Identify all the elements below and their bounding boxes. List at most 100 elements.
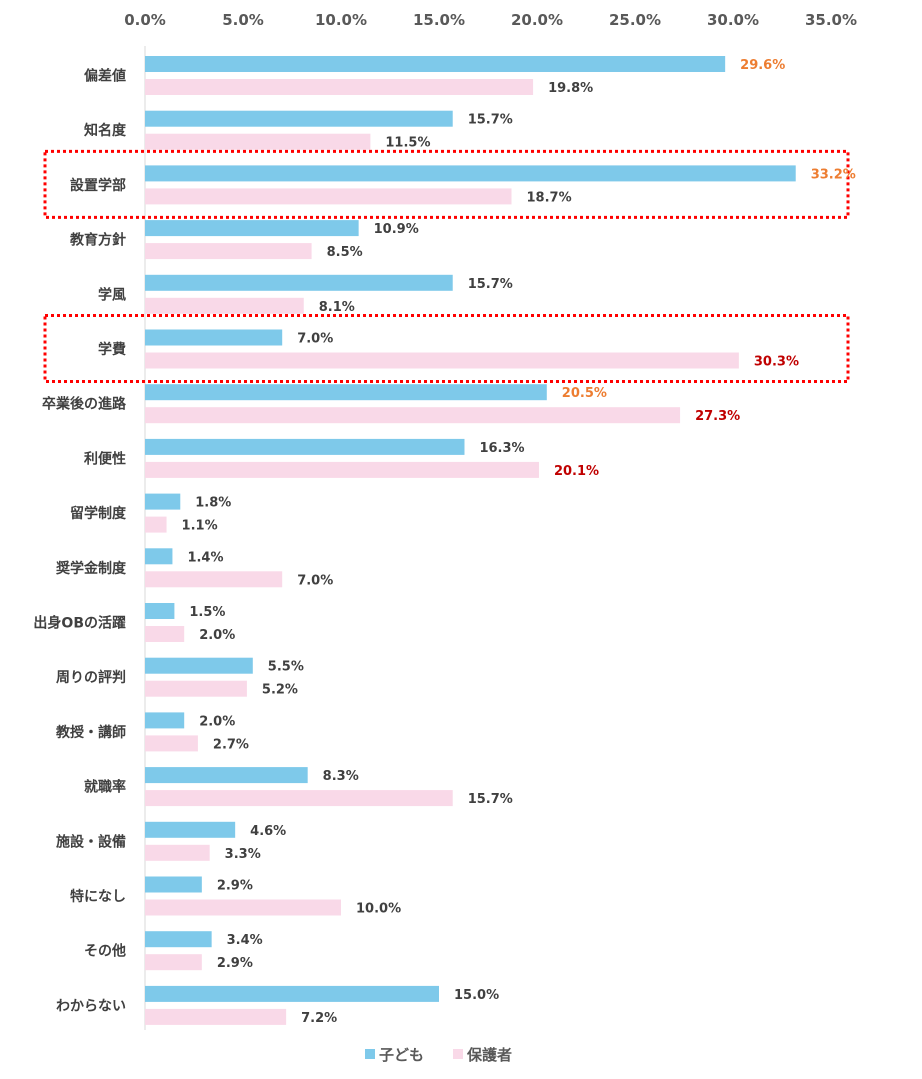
category-label: その他 — [84, 943, 126, 960]
bar — [145, 493, 181, 510]
x-tick-label: 20.0% — [511, 11, 563, 29]
data-label: 2.0% — [199, 714, 235, 729]
bar — [145, 626, 185, 642]
category-label: 出身OBの活躍 — [33, 615, 126, 632]
data-label: 2.9% — [217, 956, 253, 971]
data-label: 15.7% — [468, 113, 513, 128]
category-label: 卒業後の進路 — [42, 396, 127, 413]
category-label: 学風 — [98, 286, 126, 303]
data-label: 15.7% — [468, 277, 513, 292]
bar — [145, 1008, 287, 1025]
data-label: 27.3% — [695, 409, 740, 424]
x-tick-label: 10.0% — [315, 11, 367, 29]
category-label: 知名度 — [84, 122, 127, 139]
bar — [145, 165, 796, 182]
data-label: 16.3% — [479, 441, 524, 456]
bar — [145, 79, 534, 95]
legend-swatch — [365, 1049, 375, 1059]
bar — [145, 603, 175, 619]
data-label: 7.0% — [297, 332, 333, 347]
category-label: 設置学部 — [70, 177, 126, 194]
category-label: 教育方針 — [70, 232, 126, 249]
data-label: 2.7% — [213, 737, 249, 752]
data-label: 33.2% — [811, 167, 856, 182]
category-label: 奨学金制度 — [56, 560, 127, 577]
bar — [145, 56, 726, 72]
legend-swatch — [453, 1049, 463, 1059]
bar — [145, 899, 341, 916]
data-label: 29.6% — [740, 58, 785, 73]
data-label: 18.7% — [527, 190, 572, 205]
highlight-box — [43, 314, 850, 383]
data-label: 8.3% — [323, 769, 359, 784]
category-label: 偏差値 — [84, 68, 126, 85]
data-label: 3.3% — [225, 847, 261, 862]
bar — [145, 985, 439, 1002]
data-label: 3.4% — [227, 933, 263, 948]
bar — [145, 133, 371, 150]
bar — [145, 297, 304, 314]
bar — [145, 110, 453, 127]
data-label: 15.0% — [454, 988, 499, 1003]
category-label: 学費 — [98, 341, 126, 358]
data-label: 8.1% — [319, 300, 355, 315]
data-label: 8.5% — [327, 245, 363, 260]
bar — [145, 438, 465, 455]
category-label: 特になし — [70, 888, 126, 905]
data-label: 1.8% — [195, 496, 231, 511]
category-label: 利便性 — [84, 450, 126, 467]
category-label: 就職率 — [84, 779, 126, 796]
x-tick-label: 35.0% — [805, 11, 857, 29]
bar — [145, 767, 308, 784]
bar — [145, 790, 453, 807]
data-label: 5.2% — [262, 683, 298, 698]
highlight-box — [43, 149, 850, 219]
bar — [145, 571, 283, 588]
bar — [145, 735, 198, 752]
bar — [145, 461, 539, 478]
category-label: 周りの評判 — [56, 669, 126, 686]
data-label: 1.5% — [189, 605, 225, 620]
x-tick-label: 0.0% — [124, 11, 166, 29]
data-label: 1.4% — [187, 550, 223, 565]
bar — [145, 954, 202, 971]
bar — [145, 931, 212, 948]
data-label: 1.1% — [182, 519, 218, 534]
data-label: 19.8% — [548, 81, 593, 96]
data-label: 11.5% — [385, 136, 430, 151]
category-label: 教授・講師 — [56, 724, 126, 741]
bar — [145, 548, 173, 565]
category-label: 留学制度 — [70, 505, 127, 522]
x-tick-label: 25.0% — [609, 11, 661, 29]
bar — [145, 821, 236, 838]
data-label: 7.2% — [301, 1011, 337, 1026]
bar — [145, 657, 253, 674]
data-label: 5.5% — [268, 660, 304, 675]
legend-label: 保護者 — [466, 1046, 512, 1064]
bar — [145, 243, 312, 260]
data-label: 20.5% — [562, 386, 607, 401]
bar — [145, 274, 453, 291]
data-label: 30.3% — [754, 355, 799, 370]
bar — [145, 844, 210, 861]
bar — [145, 384, 547, 401]
bar — [145, 220, 359, 237]
data-label: 20.1% — [554, 464, 599, 479]
x-tick-label: 15.0% — [413, 11, 465, 29]
data-label: 2.9% — [217, 879, 253, 894]
bar — [145, 680, 247, 697]
data-label: 7.0% — [297, 573, 333, 588]
x-tick-label: 30.0% — [707, 11, 759, 29]
bar — [145, 712, 185, 729]
bar — [145, 876, 202, 893]
bar — [145, 352, 739, 369]
data-label: 15.7% — [468, 792, 513, 807]
bar — [145, 329, 283, 346]
bar — [145, 516, 167, 533]
data-label: 10.0% — [356, 902, 401, 917]
x-tick-label: 5.0% — [222, 11, 264, 29]
data-label: 10.9% — [374, 222, 419, 237]
data-label: 2.0% — [199, 628, 235, 643]
category-label: わからない — [56, 998, 126, 1014]
